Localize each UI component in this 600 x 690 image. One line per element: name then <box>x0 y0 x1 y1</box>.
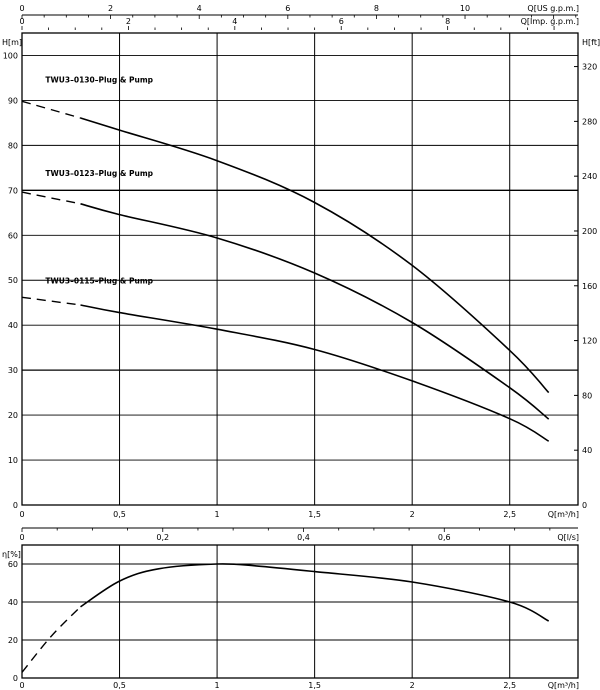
head-x-tick-label: 1,5 <box>308 510 321 519</box>
top-axis-imp-gpm-title: Q[Imp. g.p.m.] <box>521 17 579 26</box>
head-right-tick-label: 40 <box>582 446 592 455</box>
top-axis-ls-title: Q[l/s] <box>557 533 579 542</box>
top-axis-us-gpm-label: 0 <box>19 4 24 13</box>
top-axis-ls-label: 0,2 <box>156 533 169 542</box>
head-y-tick-label: 70 <box>8 186 18 195</box>
efficiency-y-tick-label: 20 <box>8 636 18 645</box>
head-x-tick-label: 2,5 <box>503 510 516 519</box>
head-curve-line <box>80 304 550 442</box>
efficiency-curve-panel: 0 0,5 1 1,5 2 2,5 Q[m³/h] 0 20 40 60η[%] 0 0,2 0,4 0,6… <box>2 527 579 690</box>
head-curve-dashed-extension <box>21 100 81 119</box>
efficiency-x-tick-label: 1,5 <box>308 681 321 690</box>
efficiency-x-tick-label: 2,5 <box>503 681 516 690</box>
top-axis-us-gpm-title: Q[US g.p.m.] <box>527 4 579 13</box>
head-y-tick-label: 0 <box>13 501 18 510</box>
head-y-tick-label: 90 <box>8 96 18 105</box>
head-y-tick-label: 100 <box>3 51 18 60</box>
head-right-tick-label: 240 <box>582 172 597 181</box>
top-axis-us-gpm-label: 8 <box>374 4 379 13</box>
top-axis-ls-label: 0 <box>19 533 24 542</box>
head-y-tick-label: 50 <box>8 276 18 285</box>
efficiency-curve-dashed-extension <box>21 606 81 673</box>
efficiency-x-tick-label: 1 <box>215 681 220 690</box>
top-axis-imp-gpm-label: 2 <box>126 17 131 26</box>
head-curve-dashed-extension <box>21 296 81 306</box>
head-right-tick-label: 120 <box>582 337 597 346</box>
head-y-tick-label: 40 <box>8 321 18 330</box>
head-y-tick-label: 10 <box>8 456 18 465</box>
head-x-tick-label: 0,5 <box>113 510 126 519</box>
head-right-tick-label: 0 <box>582 501 587 510</box>
head-curve-dashed-extension <box>21 191 81 205</box>
head-right-tick-label: 80 <box>582 391 592 400</box>
top-axis-imp-gpm-label: 6 <box>339 17 344 26</box>
efficiency-x-tick-label: 2 <box>410 681 415 690</box>
head-x-tick-label: 1 <box>215 510 220 519</box>
head-right-tick-label: 200 <box>582 227 597 236</box>
head-curve-label: TWU3–0115–Plug & Pump <box>45 276 153 285</box>
head-curve-line <box>80 117 550 394</box>
head-curve-panel: 0 0,5 1 1,5 2 2,5 Q[m³/h]010203040506070809010… <box>2 4 600 519</box>
efficiency-x-axis-title: Q[m³/h] <box>548 681 579 690</box>
head-plot-frame <box>21 32 579 506</box>
head-y-axis-title: H[m] <box>2 38 22 47</box>
top-axis-imp-gpm-label: 8 <box>445 17 450 26</box>
head-curve-label: TWU3–0130–Plug & Pump <box>45 75 153 84</box>
efficiency-x-tick-label: 0,5 <box>113 681 126 690</box>
top-axis-ls-label: 0,6 <box>438 533 451 542</box>
head-y-tick-label: 30 <box>8 366 18 375</box>
head-x-tick-label: 2 <box>410 510 415 519</box>
top-axis-us-gpm-label: 6 <box>285 4 290 13</box>
top-axis-ls-label: 0,4 <box>297 533 310 542</box>
top-axis-imp-gpm-label: 0 <box>19 17 24 26</box>
head-right-axis-title: H[ft] <box>582 38 600 47</box>
head-y-tick-label: 80 <box>8 141 18 150</box>
head-x-axis-title: Q[m³/h] <box>548 510 579 519</box>
top-axis-us-gpm-label: 10 <box>460 4 470 13</box>
head-right-tick-label: 320 <box>582 63 597 72</box>
efficiency-x-tick-label: 0 <box>19 681 24 690</box>
head-right-tick-label: 280 <box>582 117 597 126</box>
efficiency-y-tick-label: 60 <box>8 560 18 569</box>
top-axis-imp-gpm-label: 4 <box>232 17 237 26</box>
top-axis-us-gpm-label: 2 <box>108 4 113 13</box>
head-curve-line <box>80 203 550 420</box>
efficiency-plot-frame <box>21 544 579 679</box>
efficiency-y-axis-title: η[%] <box>2 550 21 559</box>
efficiency-y-tick-label: 0 <box>13 674 18 683</box>
efficiency-y-tick-label: 40 <box>8 598 18 607</box>
efficiency-curve-line <box>80 563 550 622</box>
head-y-tick-label: 60 <box>8 231 18 240</box>
head-x-tick-label: 0 <box>19 510 24 519</box>
head-right-tick-label: 160 <box>582 282 597 291</box>
head-curve-label: TWU3–0123–Plug & Pump <box>45 169 153 178</box>
head-y-tick-label: 20 <box>8 411 18 420</box>
top-axis-us-gpm-label: 4 <box>197 4 202 13</box>
